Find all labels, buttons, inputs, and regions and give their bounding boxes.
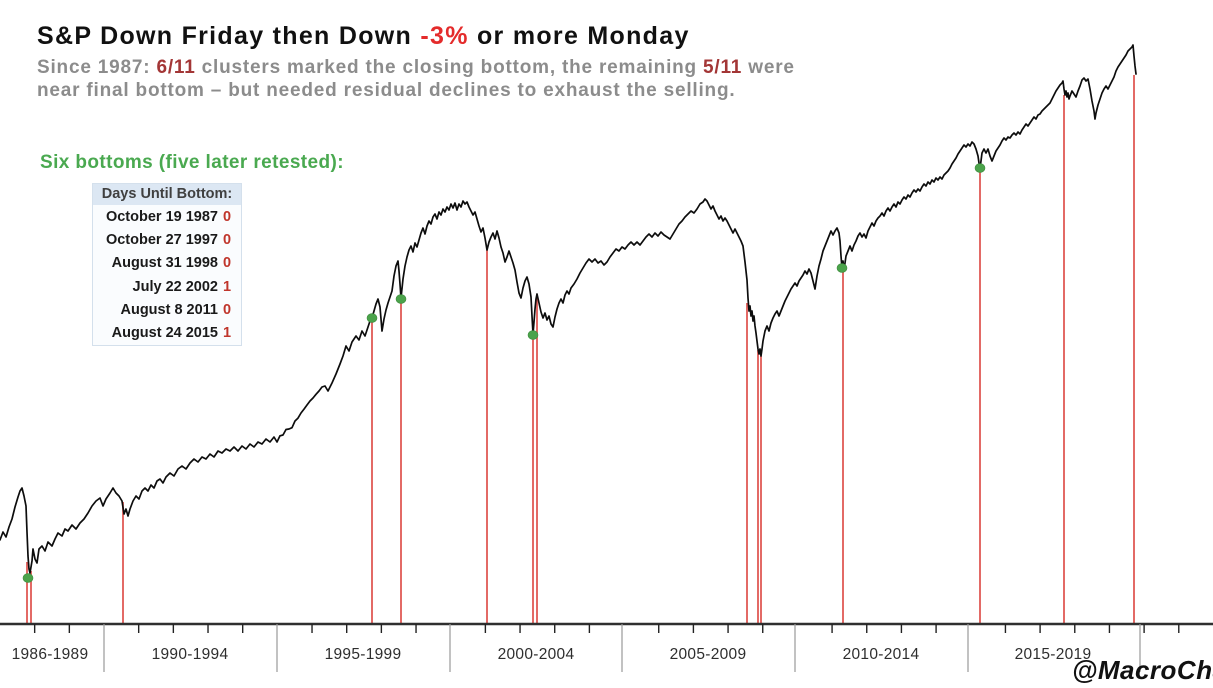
bottom-date: August 24 2015 bbox=[111, 325, 218, 342]
x-axis-label: 1990-1994 bbox=[151, 646, 229, 663]
price-line bbox=[0, 44, 1137, 574]
x-axis-label: 2010-2014 bbox=[842, 646, 920, 663]
title-text-2: or more Monday bbox=[468, 22, 690, 50]
table-row: October 27 1997 0 bbox=[93, 228, 241, 251]
table-row: July 22 2002 1 bbox=[93, 275, 241, 298]
days-until-bottom-value: 1 bbox=[222, 278, 232, 295]
bottom-date: October 19 1987 bbox=[105, 208, 218, 225]
table-body: October 19 1987 0 October 27 1997 0 August 3… bbox=[93, 205, 241, 345]
bottom-date: August 8 2011 bbox=[120, 301, 218, 318]
bottom-date: October 27 1997 bbox=[105, 231, 218, 248]
days-until-bottom-table: Days Until Bottom: October 19 1987 0 Octob… bbox=[92, 183, 242, 346]
bottom-dot bbox=[395, 294, 407, 304]
title-block: S&P Down Friday then Down -3% or more Mo… bbox=[37, 22, 795, 102]
page-title: S&P Down Friday then Down -3% or more Mo… bbox=[37, 22, 795, 51]
chart-subtitle: Since 1987: 6/11 clusters marked the clo… bbox=[37, 56, 795, 102]
title-accent: -3% bbox=[420, 22, 469, 50]
bottom-date: July 22 2002 bbox=[132, 278, 218, 295]
subtitle-ratio-2: 5/11 bbox=[703, 57, 743, 78]
subtitle-text-2: clusters marked the closing bottom, the … bbox=[195, 57, 704, 78]
x-axis-label: 2000-2004 bbox=[497, 646, 575, 663]
subtitle-text-3: were bbox=[742, 57, 795, 78]
table-row: August 24 2015 1 bbox=[93, 321, 241, 344]
table-row: October 19 1987 0 bbox=[93, 205, 241, 228]
days-until-bottom-value: 1 bbox=[222, 325, 232, 342]
bottom-date: August 31 1998 bbox=[111, 255, 218, 272]
bottom-dot bbox=[22, 573, 34, 583]
table-header: Days Until Bottom: bbox=[93, 184, 241, 205]
x-axis-label: 1995-1999 bbox=[324, 646, 402, 663]
x-axis-label: 2005-2009 bbox=[669, 646, 747, 663]
x-axis-label: 2015-2019 bbox=[1014, 646, 1092, 663]
subtitle-text-4: near final bottom – but needed residual … bbox=[37, 80, 736, 101]
days-until-bottom-value: 0 bbox=[222, 255, 232, 272]
title-text: S&P Down Friday then Down bbox=[37, 22, 421, 50]
bottom-dot bbox=[974, 163, 986, 173]
days-until-bottom-value: 0 bbox=[222, 208, 232, 225]
bottom-dot bbox=[527, 330, 539, 340]
bottom-dot bbox=[366, 313, 378, 323]
days-until-bottom-value: 0 bbox=[222, 301, 232, 318]
table-row: August 8 2011 0 bbox=[93, 298, 241, 321]
days-until-bottom-value: 0 bbox=[222, 231, 232, 248]
bottoms-heading: Six bottoms (five later retested): bbox=[40, 152, 344, 173]
subtitle-text: Since 1987: bbox=[37, 57, 157, 78]
table-row: August 31 1998 0 bbox=[93, 252, 241, 275]
x-axis-label: 1986-1989 bbox=[11, 646, 89, 663]
subtitle-ratio-1: 6/11 bbox=[156, 57, 196, 78]
bottom-dot bbox=[836, 263, 848, 273]
watermark: @MacroCharts bbox=[1072, 655, 1213, 685]
